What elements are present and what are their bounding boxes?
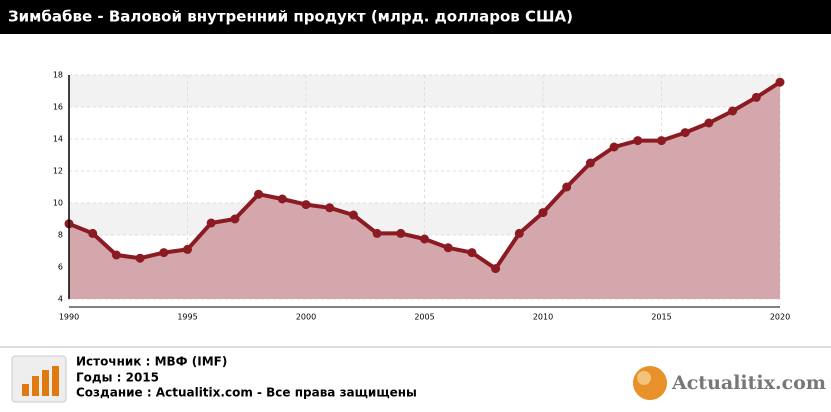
- y-tick-label: 14: [53, 135, 63, 144]
- point: [254, 189, 264, 199]
- point: [396, 228, 406, 238]
- footer-years: Годы : 2015: [76, 371, 159, 385]
- point: [514, 228, 524, 238]
- area: [69, 82, 780, 299]
- point: [538, 208, 548, 218]
- point: [206, 218, 216, 228]
- x-tick-label: 2005: [414, 313, 434, 322]
- y-tick-label: 18: [53, 71, 63, 80]
- point: [562, 182, 572, 192]
- y-tick-label: 16: [53, 103, 63, 112]
- x-tick-label: 2000: [296, 313, 316, 322]
- point: [491, 264, 501, 274]
- point: [704, 118, 714, 128]
- point: [680, 128, 690, 138]
- point: [420, 234, 429, 244]
- point: [751, 92, 761, 102]
- y-tick-label: 4: [58, 295, 63, 304]
- x-tick-label: 1995: [177, 313, 197, 322]
- point: [657, 136, 666, 146]
- footer-source: Источник : МВФ (IMF): [76, 355, 227, 369]
- footer-icon: [11, 355, 67, 403]
- y-tick-label: 6: [58, 263, 63, 272]
- x-tick-label: 2010: [533, 313, 553, 322]
- logo-text: Actualitix.com: [671, 372, 826, 394]
- point: [325, 203, 335, 213]
- point: [88, 228, 98, 238]
- point: [443, 243, 453, 253]
- grid-band: [69, 75, 780, 107]
- y-tick-label: 10: [53, 199, 63, 208]
- point: [348, 210, 358, 220]
- point: [372, 228, 382, 238]
- plot-area: 4 6 8 10 12 14 16 18 1990 1995 2000 2005 2010 2015 202…: [53, 71, 790, 322]
- point: [728, 106, 738, 116]
- point: [301, 200, 311, 210]
- point: [230, 214, 240, 224]
- x-tick-label: 1990: [59, 313, 79, 322]
- point: [467, 248, 477, 258]
- title-bar: [0, 0, 831, 34]
- y-tick-label: 8: [58, 231, 63, 240]
- x-tick-label: 2015: [651, 313, 671, 322]
- y-tick-label: 12: [53, 167, 63, 176]
- point: [609, 142, 619, 152]
- footer-credit: Создание : Actualitix.com - Все права за…: [76, 386, 417, 400]
- logo-globe: [633, 366, 667, 400]
- chart-title: Зимбабве - Валовой внутренний продукт (м…: [8, 8, 573, 26]
- point: [585, 158, 595, 168]
- point: [183, 244, 192, 254]
- point: [633, 136, 643, 146]
- point: [277, 194, 287, 204]
- x-tick-label: 2020: [770, 313, 790, 322]
- point: [775, 77, 785, 87]
- point: [111, 250, 121, 260]
- point: [159, 248, 169, 258]
- point: [135, 253, 145, 263]
